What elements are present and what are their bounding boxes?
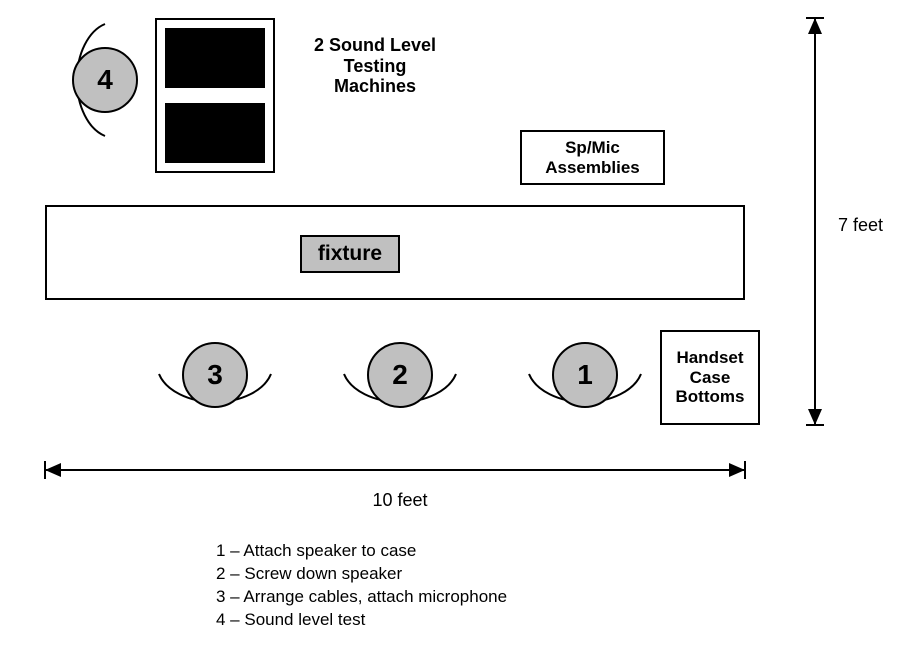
diagram-root: 2 Sound Level Testing Machines Sp/Mic As… xyxy=(0,0,917,657)
dimension-vertical-label: 7 feet xyxy=(838,215,883,236)
legend-block: 1 – Attach speaker to case 2 – Screw dow… xyxy=(216,540,507,632)
